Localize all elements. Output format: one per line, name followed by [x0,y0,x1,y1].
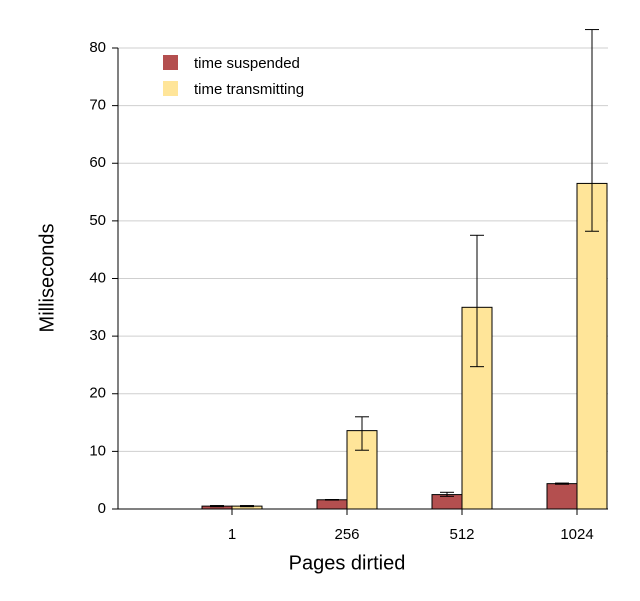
error-bar [585,29,599,232]
y-tick-label: 0 [98,500,106,517]
error-bar [210,505,224,508]
error-bar [440,491,454,497]
y-tick-label: 10 [89,442,106,459]
error-bar [240,505,254,508]
error-bar [470,234,484,368]
legend-label: time transmitting [194,81,304,98]
bar [576,182,608,510]
y-tick-label: 70 [89,97,106,114]
error-bar [555,482,569,485]
y-tick-label: 40 [89,269,106,286]
y-axis-label: Milliseconds [36,224,58,333]
error-bar [325,498,339,501]
x-tick-label: 256 [334,526,359,543]
bar [546,483,578,510]
bar [316,499,348,510]
x-axis-label: Pages dirtied [289,552,406,574]
legend-swatch [163,81,178,96]
y-tick-label: 80 [89,39,106,56]
x-tick-label: 1 [228,526,236,543]
y-tick-label: 20 [89,385,106,402]
legend-swatch [163,55,178,70]
y-tick-label: 50 [89,212,106,229]
x-tick-label: 512 [449,526,474,543]
y-tick-label: 30 [89,327,106,344]
legend-label: time suspended [194,55,300,72]
x-tick-label: 1024 [560,526,593,543]
error-bar [355,416,369,451]
y-tick-label: 60 [89,154,106,171]
